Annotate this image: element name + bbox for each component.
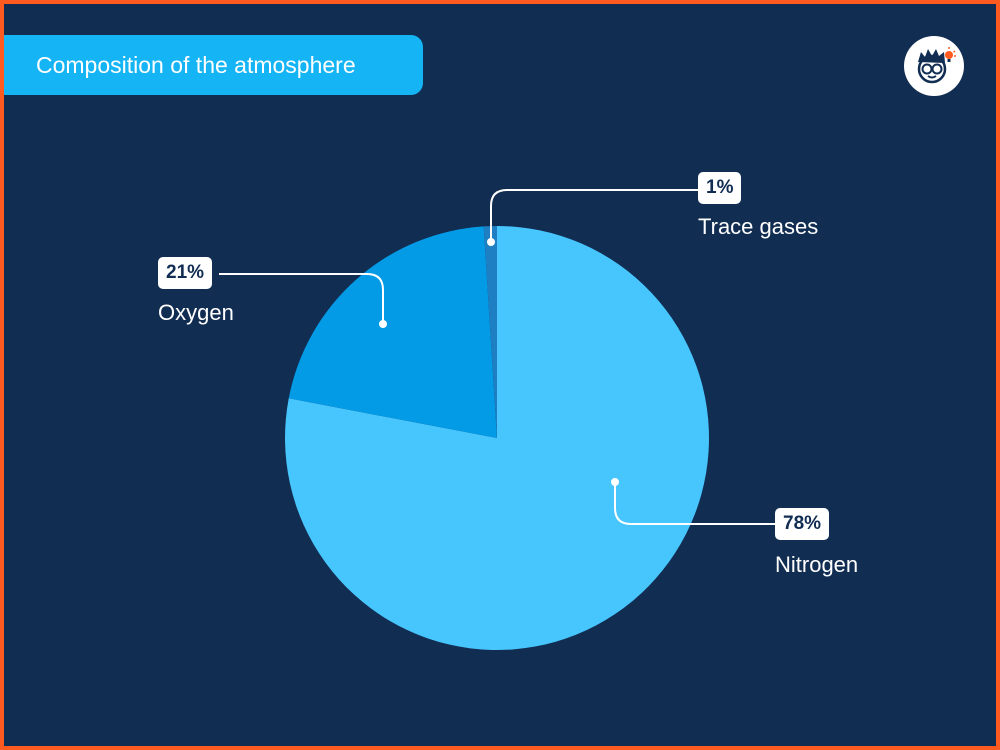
leader-line-trace-gases-dot: [487, 238, 495, 246]
category-label-nitrogen: Nitrogen: [775, 552, 859, 577]
category-label-oxygen: Oxygen: [158, 300, 234, 325]
pie-chart: [219, 189, 775, 650]
pie-slice-nitrogen: [285, 226, 709, 650]
pie-slice-trace-gases: [483, 226, 497, 438]
pie-slice-oxygen: [288, 226, 497, 438]
chart-title: Composition of the atmosphere: [4, 35, 423, 95]
leader-line-nitrogen-dot: [611, 478, 619, 486]
leader-line-nitrogen: [614, 482, 775, 525]
category-label-trace-gases: Trace gases: [698, 214, 819, 239]
leader-line-oxygen-dot: [379, 320, 387, 328]
leader-line-trace-gases: [490, 189, 698, 242]
value-label-oxygen: 21%: [158, 257, 213, 289]
value-label-nitrogen: 78%: [775, 508, 830, 540]
boy-with-glasses-lightbulb-icon: [917, 47, 956, 84]
value-label-trace-gases: 1%: [698, 172, 742, 204]
logo-avatar-icon: [904, 36, 964, 96]
leader-line-oxygen: [219, 273, 384, 324]
